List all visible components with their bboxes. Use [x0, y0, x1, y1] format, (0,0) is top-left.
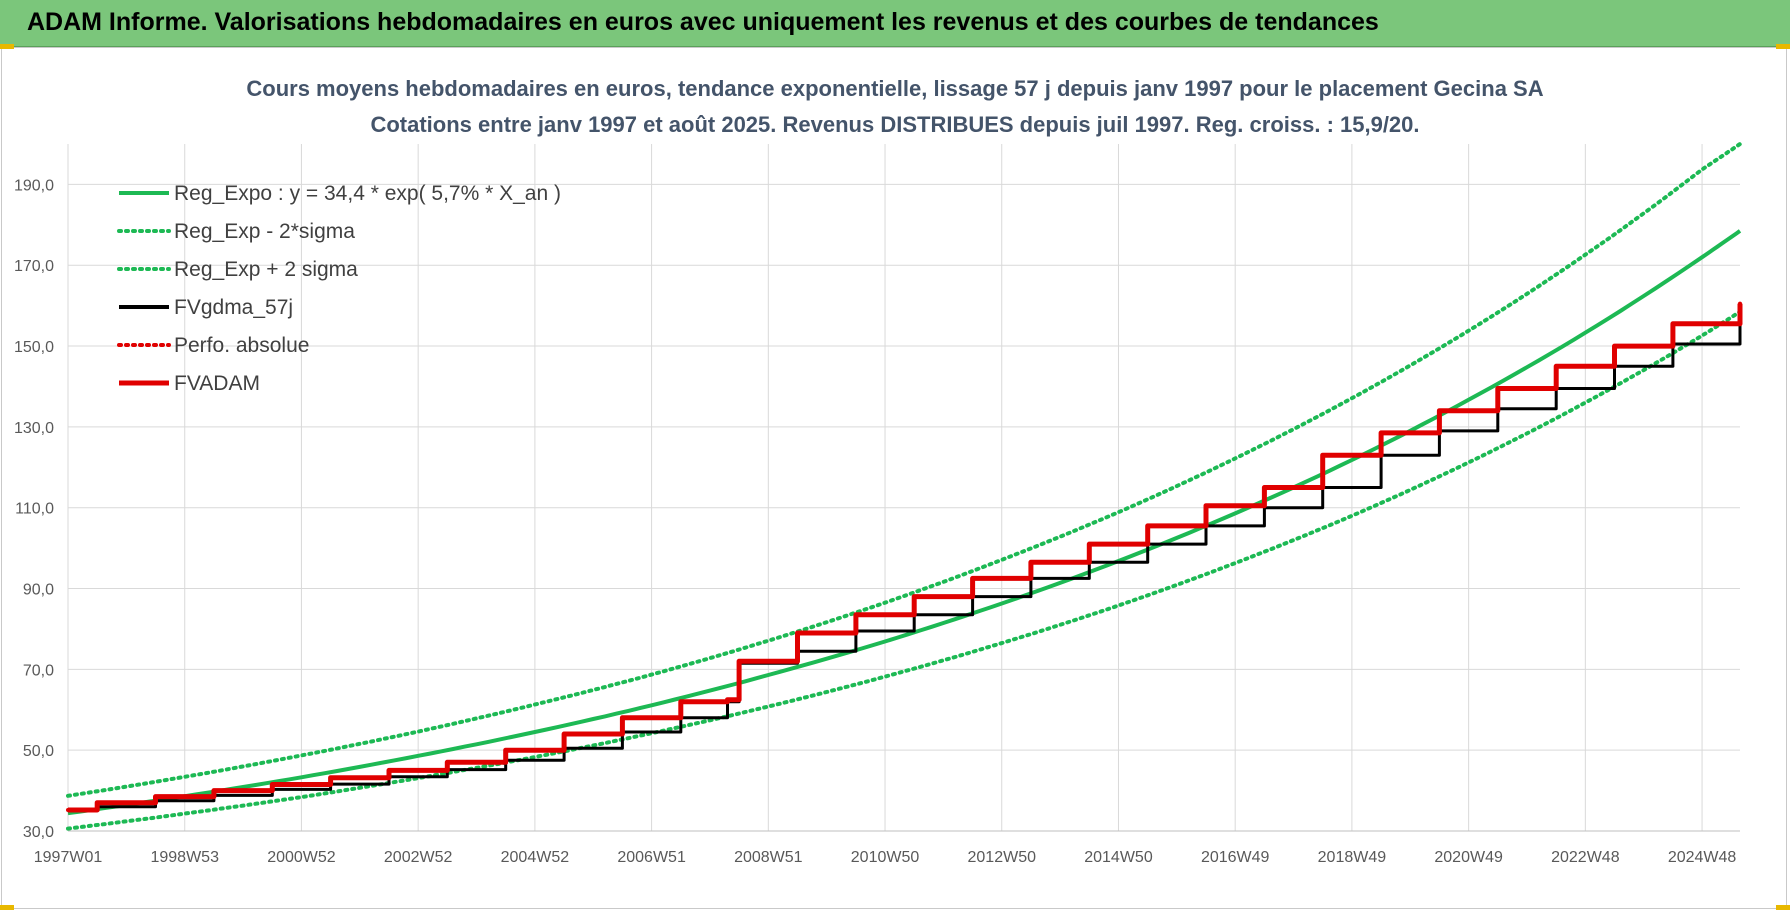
- series-layer: [66, 142, 1743, 831]
- x-tick-label: 2008W51: [734, 849, 803, 866]
- x-tick-label: 2004W52: [501, 849, 570, 866]
- y-tick-label: 90,0: [23, 582, 54, 599]
- series-line: [66, 301, 1742, 812]
- x-tick-label: 2000W52: [267, 849, 336, 866]
- gridlines: [67, 144, 1740, 832]
- x-tick-label: 2014W50: [1084, 849, 1153, 866]
- y-tick-label: 110,0: [15, 501, 54, 518]
- report-banner: ADAM Informe. Valorisations hebdomadaire…: [0, 0, 1790, 47]
- series-line: [68, 303, 1743, 813]
- corner-marker: [0, 905, 14, 910]
- x-tick-label: 2012W50: [968, 849, 1037, 866]
- y-tick-label: 190,0: [14, 177, 54, 194]
- legend-label: Perfo. absolue: [174, 334, 309, 357]
- corner-marker: [0, 44, 14, 49]
- x-tick-label: 2010W50: [851, 849, 920, 866]
- x-tick-label: 2018W49: [1318, 849, 1387, 866]
- chart-frame: [1, 47, 1787, 909]
- x-tick-label: 1997W01: [34, 849, 103, 866]
- series-line: [68, 303, 1742, 812]
- legend: Reg_Expo : y = 34,4 * exp( 5,7% * X_an )…: [117, 182, 561, 395]
- report-title: ADAM Informe. Valorisations hebdomadaire…: [27, 8, 1379, 36]
- y-tick-label: 170,0: [14, 258, 54, 275]
- x-tick-label: 2020W49: [1434, 849, 1503, 866]
- series-line: [66, 142, 1742, 798]
- corner-marker: [1776, 44, 1790, 49]
- y-tick-label: 30,0: [23, 824, 54, 841]
- axes: 30,0 50,0 70,0 90,0 110,0 130,0 150,0 170,0 190,…: [14, 177, 1740, 866]
- legend-label: Reg_Expo : y = 34,4 * exp( 5,7% * X_an ): [174, 182, 561, 205]
- chart-title: Cours moyens hebdomadaires en euros, ten…: [246, 76, 1543, 101]
- legend-label: FVgdma_57j: [174, 296, 293, 319]
- x-tick-label: 2022W48: [1551, 849, 1620, 866]
- series-line: [67, 229, 1742, 816]
- y-tick-label: 150,0: [14, 339, 54, 356]
- y-tick-label: 50,0: [23, 743, 54, 760]
- legend-label: FVADAM: [174, 372, 260, 395]
- corner-marker: [1776, 905, 1790, 910]
- x-tick-label: 2006W51: [617, 849, 686, 866]
- x-tick-label: 2016W49: [1201, 849, 1270, 866]
- series-line: [66, 309, 1742, 831]
- x-tick-label: 1998W53: [150, 849, 219, 866]
- y-tick-label: 130,0: [14, 420, 54, 437]
- legend-label: Reg_Exp - 2*sigma: [174, 220, 355, 243]
- x-tick-label: 2024W48: [1668, 849, 1737, 866]
- y-tick-label: 70,0: [23, 662, 54, 679]
- x-tick-label: 2002W52: [384, 849, 453, 866]
- chart-subtitle: Cotations entre janv 1997 et août 2025. …: [370, 112, 1419, 137]
- legend-label: Reg_Exp + 2 sigma: [174, 258, 358, 281]
